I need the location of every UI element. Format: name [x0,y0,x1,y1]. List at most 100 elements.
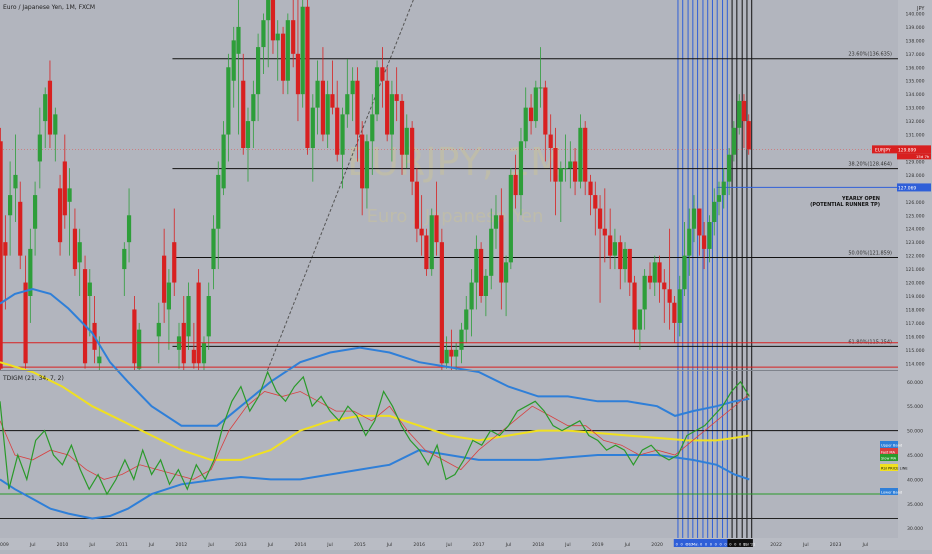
indicator-tick-label: 35.000 [907,502,923,508]
price-tick-label: 139.000 [906,25,925,31]
time-marker-label: 0 [724,543,727,547]
candle-body [632,282,637,330]
price-tick-label: 115.000 [906,348,925,354]
candle-body [578,127,583,182]
candle-body [256,47,261,95]
candle-body [270,0,276,41]
candle-body [429,215,434,270]
time-marker-box [707,539,714,547]
candle-body [449,349,454,357]
indicator-pane[interactable] [0,287,898,520]
time-scale[interactable] [0,538,932,550]
time-marker-label: 0 [739,543,742,547]
candle-body [87,282,92,296]
candle-body [43,94,48,122]
candle-body [702,235,707,249]
price-tick-label: 116.000 [906,334,925,340]
price-tick-label: 132.000 [906,119,925,125]
candle-body [196,282,201,364]
candle-body [538,87,543,89]
candle-body [627,248,632,283]
yearly-open-tag [897,183,931,192]
time-marker-box [732,539,739,547]
indicator-tag-label: RSI PRICE LINE [881,467,908,471]
candle-body [300,6,305,95]
candle-body [364,141,370,189]
candle-body [126,215,132,243]
candle-body [72,228,78,270]
price-tick-label: 118.000 [906,307,925,313]
indicator-tag-box [880,488,898,495]
candle-body [62,161,67,216]
price-tick-label: 125.000 [906,213,925,219]
candle-body [479,248,484,296]
candle-body [385,80,390,135]
symbol-tag-label: EURJPY [875,147,891,153]
candle-body [697,208,702,236]
price-tick-label: 134.000 [906,92,925,98]
candle-body [687,228,692,256]
candle-body [399,100,405,155]
candle-body [389,94,395,135]
candle-body [618,242,623,270]
candle-body [345,94,350,115]
candle-body [602,228,607,236]
candle-body [474,248,479,283]
candle-body [18,201,23,256]
candle-body [419,228,424,236]
candle-body [32,195,38,229]
candle-body [77,242,82,263]
price-pane[interactable]: 23.60%(136.635) 38.20%(128.464) 50.00%(121… [0,0,898,538]
candle-body [612,242,618,256]
candle-body [245,121,251,148]
candle-body [231,40,236,81]
candle-body [721,181,726,196]
candle-body [410,127,415,182]
time-marker-label: 0 [700,543,703,547]
time-tick-label: Jul [29,542,36,548]
trend-line [267,0,414,371]
fib-level-label: 50.00%(121.859) [848,251,892,257]
candle-body [280,33,286,81]
time-marker-label: 0 [729,543,732,547]
candle-body [335,107,340,155]
time-tick-label: 2016 [413,542,425,548]
yearly-open-label-1: YEARLY OPEN [841,196,880,202]
candle-body [315,80,320,108]
candle-body [13,174,18,189]
time-tick-label: Jul [267,542,274,548]
candle-body [211,228,216,270]
candle-body [533,87,538,122]
candle-body [483,275,488,296]
lower-band-line [0,449,750,520]
candle-body [360,134,365,189]
candle-body [682,255,687,290]
candle-body [454,349,459,357]
candle-body [672,302,677,323]
time-marker-label: 0 [680,543,683,547]
candle-body [325,94,330,135]
candle-body [275,33,280,41]
time-tick-label: Jul [386,542,393,548]
candle-body [716,195,722,202]
time-tick-label: 2020 [651,542,663,548]
candle-body [737,100,742,128]
time-tick-label: Jul [564,542,571,548]
candle-body [558,168,563,182]
candle-body [310,107,315,148]
candle-body [162,255,167,303]
time-tick-label: 2009 [0,542,9,548]
countdown-tag [897,153,931,160]
time-tick-label: 2017 [473,542,485,548]
time-tick-label: Jul [207,542,214,548]
candle-body [414,181,419,229]
candle-body [67,188,72,202]
price-tick-label: 124.000 [906,227,925,233]
time-marker-label: 01 May '20 [686,543,707,547]
time-marker-box [698,539,705,547]
candle-body [677,289,682,323]
price-scale[interactable] [898,0,932,550]
countdown-value: 15d 7h [916,154,930,159]
